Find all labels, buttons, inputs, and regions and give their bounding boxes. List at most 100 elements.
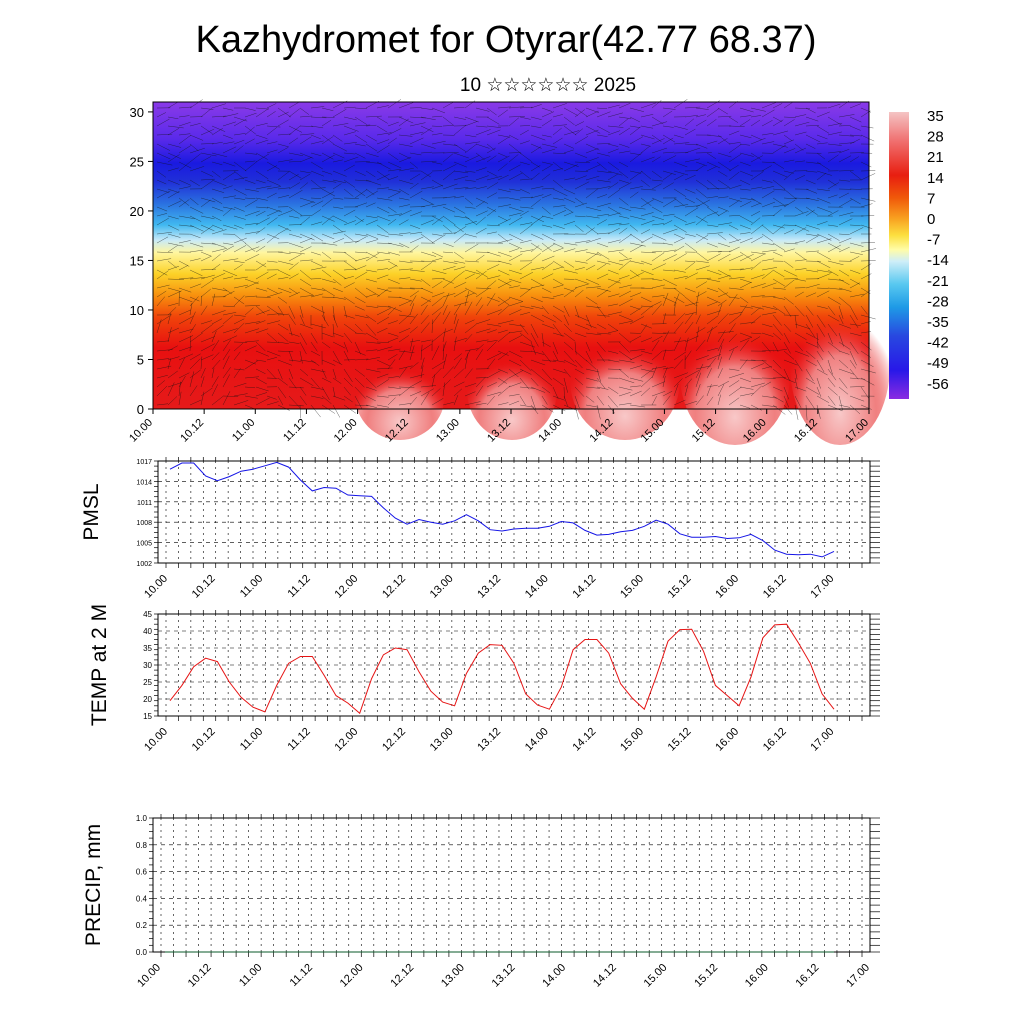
wind-barb <box>761 282 777 289</box>
y-tick-label: 45 <box>143 610 152 619</box>
wind-barb <box>805 283 820 289</box>
wind-barb <box>695 365 711 370</box>
wind-barb <box>706 179 719 190</box>
wind-barb <box>233 284 249 289</box>
wind-barb <box>464 179 476 182</box>
wind-barb <box>508 188 521 192</box>
wind-barb <box>541 107 553 112</box>
wind-barb <box>299 233 315 241</box>
wind-barb <box>805 359 817 367</box>
wind-barb <box>288 273 299 280</box>
wind-barb <box>453 303 461 316</box>
wind-barb <box>629 306 643 316</box>
wind-barb <box>695 234 709 244</box>
wind-barb <box>211 179 227 187</box>
wind-barb <box>530 104 542 109</box>
wind-barb <box>178 145 192 154</box>
wind-barb <box>332 323 335 338</box>
wind-barb <box>860 161 872 168</box>
wind-barb <box>376 288 388 298</box>
wind-barb <box>860 404 872 410</box>
wind-barb <box>376 395 389 398</box>
x-tick-label: 12.00 <box>333 726 361 754</box>
wind-barb <box>376 105 389 109</box>
y-tick-label: 1011 <box>137 500 152 507</box>
wind-barb <box>200 387 213 397</box>
wind-barb <box>816 206 832 213</box>
wind-barb <box>200 279 215 289</box>
wind-barb <box>761 258 775 262</box>
wind-barb <box>376 144 390 154</box>
wind-barb <box>244 179 256 184</box>
wind-barb <box>266 401 279 406</box>
wind-barb <box>266 320 281 325</box>
wind-barb <box>409 182 419 190</box>
wind-barb <box>761 165 772 172</box>
wind-barb <box>552 323 563 337</box>
wind-barb <box>189 215 202 222</box>
wind-barb <box>607 125 624 128</box>
wind-barb <box>255 245 266 253</box>
y-tick-label: 30 <box>130 105 144 120</box>
wind-barb <box>541 262 554 271</box>
wind-barb <box>728 197 742 202</box>
wind-barb <box>695 281 708 289</box>
wind-barb <box>816 287 829 289</box>
wind-barb <box>772 404 786 415</box>
wind-barb <box>750 382 765 388</box>
colorbar-label: -35 <box>927 314 949 331</box>
wind-barb <box>376 305 392 308</box>
warm-region-5 <box>790 285 890 445</box>
wind-barb <box>640 269 654 276</box>
wind-barb <box>860 368 876 374</box>
wind-barb <box>629 316 645 325</box>
wind-barb <box>662 249 677 253</box>
wind-barb <box>574 260 588 264</box>
wind-barb <box>640 170 652 180</box>
wind-barb <box>541 386 551 394</box>
wind-barb <box>673 174 684 181</box>
wind-barb <box>277 159 293 163</box>
wind-barb <box>321 359 336 366</box>
wind-barb <box>299 377 314 386</box>
wind-barb <box>816 221 828 226</box>
wind-barb <box>431 132 443 136</box>
wind-barb <box>354 188 366 197</box>
wind-barb <box>475 297 483 307</box>
wind-barb <box>332 404 341 418</box>
wind-barb <box>728 386 742 397</box>
x-tick-label: 11.00 <box>238 573 265 600</box>
wind-barb <box>310 350 321 356</box>
wind-barb <box>772 305 786 315</box>
wind-barb <box>574 314 590 322</box>
wind-barb <box>156 374 168 379</box>
wind-barb <box>618 251 628 259</box>
wind-barb <box>376 197 393 201</box>
wind-barb <box>310 293 324 298</box>
wind-barb <box>266 125 281 128</box>
wind-barb <box>497 352 509 361</box>
wind-barb <box>475 152 485 161</box>
wind-barb <box>332 359 343 365</box>
x-tick-label: 14.12 <box>591 962 619 990</box>
wind-barb <box>673 321 684 334</box>
wind-barb <box>398 204 410 208</box>
wind-barb <box>794 377 798 390</box>
wind-barb <box>299 170 312 174</box>
wind-barb <box>662 292 669 307</box>
wind-barb <box>651 156 661 163</box>
wind-barb <box>739 278 753 283</box>
wind-barb <box>618 170 629 179</box>
wind-barb <box>343 323 357 334</box>
wind-barb <box>541 206 551 215</box>
wind-barb <box>706 119 717 127</box>
wind-barb <box>508 197 521 201</box>
wind-barb <box>706 242 718 248</box>
wind-barb <box>662 198 677 208</box>
wind-barb <box>233 382 247 388</box>
wind-barb <box>189 242 204 248</box>
wind-barb <box>332 350 341 365</box>
wind-barb <box>761 242 775 245</box>
wind-barb <box>629 186 643 190</box>
